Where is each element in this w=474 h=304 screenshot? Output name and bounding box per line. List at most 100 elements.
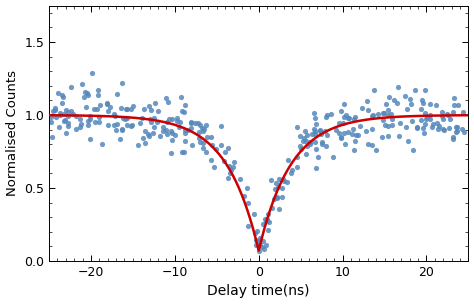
Point [95, 115, 103, 120]
Point [147, 120, 155, 125]
Point [196, 140, 204, 145]
Point [151, 100, 158, 105]
Point [316, 129, 324, 134]
Point [270, 196, 277, 201]
Point [365, 141, 372, 146]
Point [202, 150, 210, 154]
Point [281, 179, 288, 184]
Point [123, 106, 130, 111]
Point [443, 111, 451, 116]
Point [113, 122, 120, 126]
Point [129, 104, 137, 109]
Point [70, 112, 77, 117]
Point [419, 126, 427, 131]
Point [264, 228, 272, 233]
Point [118, 127, 126, 132]
Point [322, 143, 329, 148]
Point [351, 148, 358, 153]
Point [446, 126, 453, 130]
Point [355, 132, 362, 137]
Point [118, 81, 126, 85]
Point [208, 158, 215, 163]
Point [293, 125, 301, 130]
Point [55, 124, 63, 129]
Point [191, 121, 199, 126]
Point [64, 110, 72, 115]
Point [351, 139, 358, 144]
Point [348, 132, 356, 137]
Point [104, 102, 111, 107]
Point [94, 88, 101, 92]
Point [407, 102, 415, 107]
Point [243, 185, 251, 190]
Point [240, 193, 248, 198]
Point [159, 129, 166, 133]
Point [196, 123, 203, 127]
Point [422, 117, 430, 122]
Point [275, 206, 283, 211]
Point [96, 102, 104, 107]
Point [435, 127, 442, 132]
Point [368, 143, 376, 147]
Point [212, 147, 220, 152]
Point [318, 140, 326, 145]
Point [58, 101, 65, 106]
Point [379, 118, 387, 123]
Point [288, 168, 295, 173]
Point [149, 130, 157, 135]
Point [283, 180, 291, 185]
Point [402, 125, 410, 130]
Point [310, 126, 318, 131]
Point [388, 116, 396, 121]
Point [435, 124, 443, 129]
Point [182, 103, 189, 108]
Point [340, 121, 347, 126]
Point [340, 115, 347, 120]
Point [150, 124, 158, 129]
Point [426, 101, 433, 106]
Point [64, 113, 72, 118]
Point [438, 114, 446, 119]
Point [56, 110, 64, 115]
Point [182, 130, 189, 135]
Point [72, 127, 80, 132]
Point [403, 106, 410, 111]
Point [253, 229, 261, 233]
Point [163, 132, 171, 136]
Point [384, 113, 392, 118]
Point [419, 97, 426, 102]
Point [48, 135, 55, 140]
Point [413, 126, 421, 130]
Point [195, 135, 202, 140]
Point [244, 200, 252, 205]
Point [47, 119, 55, 124]
Point [260, 222, 267, 226]
Point [363, 98, 371, 103]
Point [388, 123, 396, 127]
Point [267, 177, 275, 182]
Point [303, 132, 311, 137]
Point [438, 109, 446, 114]
Point [230, 159, 237, 164]
Point [337, 135, 345, 140]
Point [256, 236, 264, 241]
Point [390, 98, 398, 103]
Point [147, 108, 155, 112]
Point [451, 102, 458, 107]
Point [229, 165, 237, 170]
Point [106, 105, 114, 110]
Point [141, 140, 148, 145]
Point [420, 130, 428, 135]
Point [167, 128, 175, 133]
Point [91, 120, 99, 125]
Point [287, 171, 295, 176]
Point [268, 206, 276, 210]
Point [110, 123, 118, 127]
Point [217, 142, 224, 147]
Point [459, 126, 466, 131]
Point [54, 91, 62, 96]
Point [99, 142, 106, 147]
Y-axis label: Normalised Counts: Normalised Counts [6, 70, 18, 196]
Point [284, 158, 292, 163]
Point [200, 129, 207, 134]
